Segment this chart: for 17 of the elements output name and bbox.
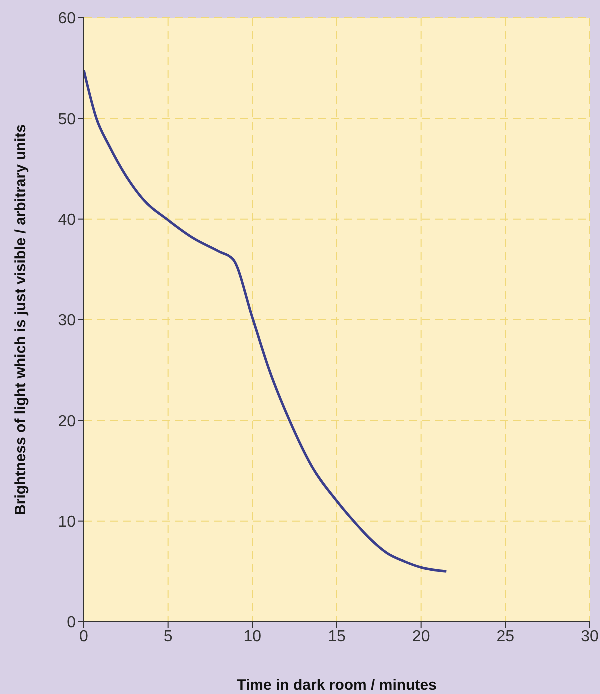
y-tick-label: 0 [67, 614, 76, 632]
y-tick-label: 30 [58, 312, 76, 330]
x-tick-label: 15 [328, 628, 346, 646]
x-tick-label: 20 [412, 628, 430, 646]
y-tick-label: 10 [58, 514, 76, 532]
y-tick-label: 40 [58, 212, 76, 230]
y-tick-label: 60 [58, 10, 76, 28]
y-tick-label: 20 [58, 413, 76, 430]
x-tick-label: 30 [581, 628, 599, 646]
y-tick-label: 50 [58, 111, 76, 128]
x-tick-label: 5 [164, 628, 173, 646]
x-tick-label: 0 [80, 628, 89, 646]
x-axis-title: Time in dark room / minutes [237, 677, 437, 694]
x-tick-label: 10 [244, 628, 262, 646]
x-tick-label: 25 [496, 628, 515, 646]
line-series [84, 69, 448, 573]
y-axis-title: Brightness of light which is just visible / arbitrary units [12, 124, 30, 516]
